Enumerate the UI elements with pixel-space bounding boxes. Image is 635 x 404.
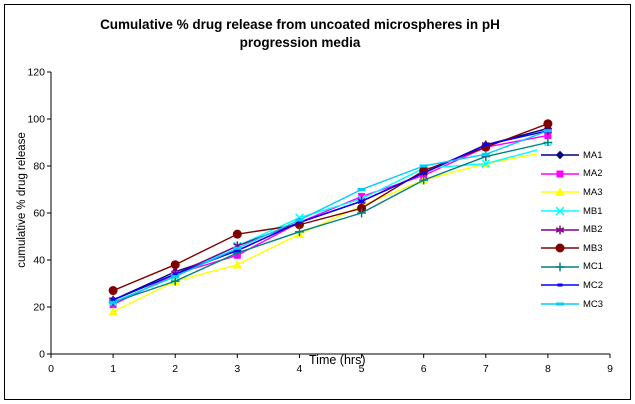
asterisk-marker-icon bbox=[541, 225, 579, 235]
legend-label: MA3 bbox=[583, 186, 603, 198]
circle-marker-icon bbox=[541, 243, 579, 253]
x-axis-title: Time (hrs) bbox=[309, 353, 366, 367]
svg-text:4: 4 bbox=[297, 363, 303, 375]
legend-label: MA2 bbox=[583, 168, 603, 180]
svg-text:7: 7 bbox=[483, 363, 489, 375]
svg-text:100: 100 bbox=[27, 114, 45, 126]
svg-text:8: 8 bbox=[545, 363, 551, 375]
svg-text:0: 0 bbox=[39, 349, 45, 361]
legend-label: MB3 bbox=[583, 242, 603, 254]
dash-marker-icon bbox=[541, 302, 579, 306]
svg-text:20: 20 bbox=[33, 302, 45, 314]
dash-short-marker-icon bbox=[541, 283, 579, 287]
legend-item: MC1 bbox=[537, 258, 615, 277]
svg-text:80: 80 bbox=[33, 161, 45, 173]
chart-title-line1: Cumulative % drug release from uncoated … bbox=[100, 17, 500, 32]
svg-text:0: 0 bbox=[48, 363, 54, 375]
svg-text:3: 3 bbox=[234, 363, 240, 375]
legend-item: MC3 bbox=[537, 295, 615, 314]
legend-item: MB3 bbox=[537, 239, 615, 258]
legend: MA1 MA2 MA3 MB1 MB2 MB3 MC1 MC2 MC3 bbox=[537, 146, 615, 314]
svg-text:120: 120 bbox=[27, 67, 45, 79]
svg-text:9: 9 bbox=[607, 363, 613, 375]
legend-item: MA3 bbox=[537, 183, 615, 202]
square-marker-icon bbox=[541, 170, 579, 178]
svg-text:6: 6 bbox=[421, 363, 427, 375]
legend-label: MC3 bbox=[583, 298, 604, 310]
legend-label: MB1 bbox=[583, 205, 603, 217]
plus-marker-icon bbox=[541, 262, 579, 272]
legend-item: MC2 bbox=[537, 276, 615, 295]
legend-item: MA2 bbox=[537, 165, 615, 184]
svg-text:60: 60 bbox=[33, 208, 45, 220]
svg-text:40: 40 bbox=[33, 255, 45, 267]
svg-text:2: 2 bbox=[172, 363, 178, 375]
legend-item: MB1 bbox=[537, 202, 615, 221]
legend-label: MA1 bbox=[583, 149, 603, 161]
svg-text:5: 5 bbox=[359, 363, 365, 375]
x-marker-icon bbox=[541, 206, 579, 216]
legend-label: MC2 bbox=[583, 279, 604, 291]
legend-item: MB2 bbox=[537, 220, 615, 239]
triangle-marker-icon bbox=[541, 187, 579, 197]
diamond-marker-icon bbox=[541, 151, 579, 160]
chart-title: Cumulative % drug release from uncoated … bbox=[55, 16, 545, 52]
legend-label: MB2 bbox=[583, 224, 603, 236]
legend-label: MC1 bbox=[583, 261, 604, 273]
svg-text:1: 1 bbox=[110, 363, 116, 375]
legend-item: MA1 bbox=[537, 146, 615, 165]
chart-title-line2: progression media bbox=[239, 34, 361, 50]
